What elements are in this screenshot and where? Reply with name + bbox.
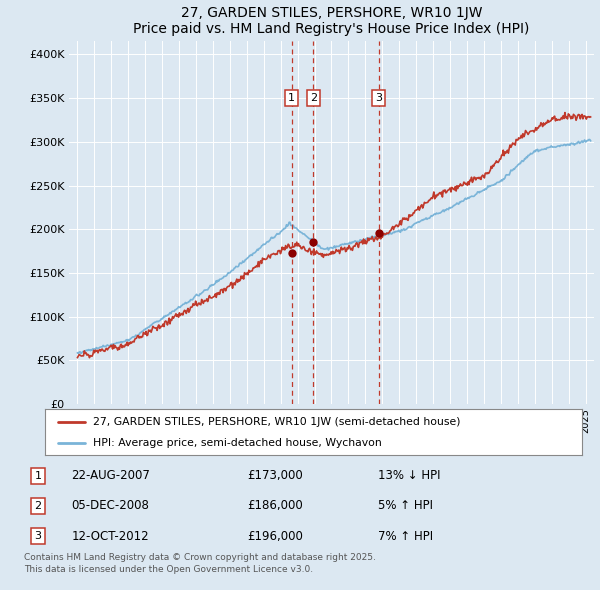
Text: 1: 1 (288, 93, 295, 103)
Text: 05-DEC-2008: 05-DEC-2008 (71, 499, 149, 513)
Text: 5% ↑ HPI: 5% ↑ HPI (379, 499, 433, 513)
Text: 1: 1 (34, 471, 41, 481)
Title: 27, GARDEN STILES, PERSHORE, WR10 1JW
Price paid vs. HM Land Registry's House Pr: 27, GARDEN STILES, PERSHORE, WR10 1JW Pr… (133, 6, 530, 36)
Text: HPI: Average price, semi-detached house, Wychavon: HPI: Average price, semi-detached house,… (94, 438, 382, 448)
Text: 12-OCT-2012: 12-OCT-2012 (71, 530, 149, 543)
Text: £196,000: £196,000 (247, 530, 303, 543)
Text: £186,000: £186,000 (247, 499, 303, 513)
Text: 2: 2 (34, 501, 41, 511)
Text: 3: 3 (34, 531, 41, 541)
Text: 7% ↑ HPI: 7% ↑ HPI (379, 530, 433, 543)
Text: 22-AUG-2007: 22-AUG-2007 (71, 469, 151, 482)
Text: 3: 3 (375, 93, 382, 103)
Text: 2: 2 (310, 93, 317, 103)
Text: £173,000: £173,000 (247, 469, 303, 482)
Text: 13% ↓ HPI: 13% ↓ HPI (379, 469, 441, 482)
Text: Contains HM Land Registry data © Crown copyright and database right 2025.
This d: Contains HM Land Registry data © Crown c… (24, 553, 376, 574)
Text: 27, GARDEN STILES, PERSHORE, WR10 1JW (semi-detached house): 27, GARDEN STILES, PERSHORE, WR10 1JW (s… (94, 417, 461, 427)
